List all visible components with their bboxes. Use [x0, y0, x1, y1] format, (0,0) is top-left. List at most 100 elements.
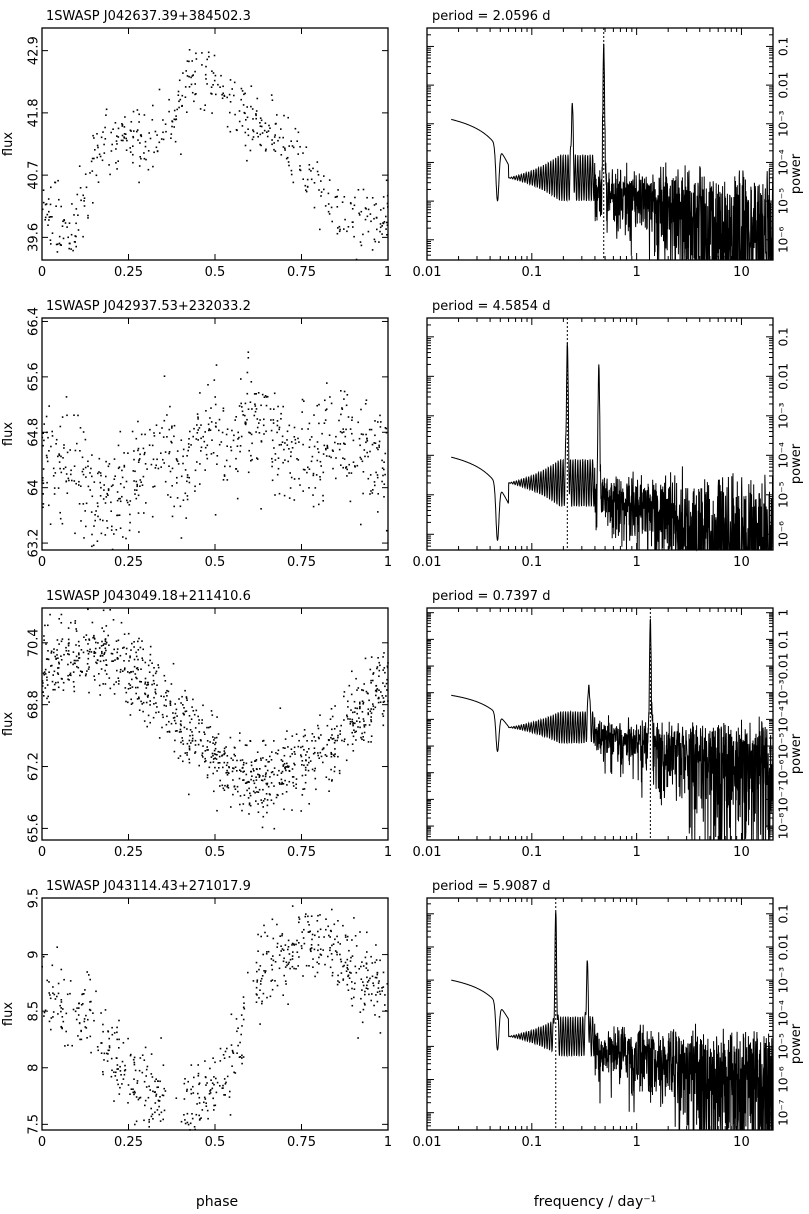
- flux-point: [235, 416, 237, 418]
- x-tick-label: 0.75: [287, 845, 316, 860]
- flux-point: [173, 118, 176, 121]
- flux-point: [104, 683, 107, 685]
- flux-point: [196, 461, 198, 463]
- flux-point: [291, 955, 294, 957]
- flux-point: [243, 779, 245, 781]
- flux-point: [128, 660, 130, 662]
- flux-point: [158, 1105, 160, 1108]
- flux-point: [278, 967, 281, 970]
- flux-point: [264, 150, 267, 152]
- flux-point: [186, 455, 188, 457]
- flux-point: [277, 405, 279, 408]
- flux-point: [297, 459, 300, 461]
- flux-point: [74, 622, 76, 624]
- flux-point: [241, 406, 243, 408]
- flux-point: [127, 671, 129, 673]
- flux-point: [41, 479, 44, 482]
- flux-point: [271, 968, 274, 971]
- flux-point: [212, 754, 214, 757]
- flux-point: [203, 1101, 205, 1104]
- flux-point: [273, 767, 276, 769]
- flux-point: [101, 655, 104, 657]
- flux-point: [261, 975, 264, 977]
- x-tick-label: 1: [632, 1135, 640, 1150]
- flux-point: [324, 205, 327, 207]
- flux-point: [198, 731, 201, 733]
- flux-point: [348, 977, 351, 979]
- flux-point: [350, 202, 352, 205]
- flux-point: [102, 1030, 104, 1033]
- flux-point: [83, 993, 85, 995]
- flux-point: [93, 655, 95, 658]
- flux-point: [318, 963, 320, 965]
- flux-point: [178, 731, 181, 733]
- flux-point: [366, 976, 368, 979]
- flux-point: [351, 981, 353, 983]
- flux-point: [203, 109, 206, 111]
- flux-point: [105, 460, 107, 463]
- flux-point: [234, 755, 236, 757]
- flux-point: [66, 993, 69, 996]
- flux-point: [371, 443, 374, 446]
- flux-point: [109, 173, 111, 176]
- flux-point: [65, 1012, 68, 1015]
- y-tick-label: 10⁻⁶: [777, 759, 791, 786]
- flux-point: [204, 73, 207, 76]
- flux-point: [264, 744, 267, 746]
- flux-point: [80, 1004, 83, 1006]
- flux-point: [288, 765, 290, 768]
- flux-point: [232, 1051, 234, 1053]
- flux-point: [195, 58, 198, 60]
- flux-point: [113, 1100, 115, 1102]
- flux-point: [62, 457, 64, 459]
- flux-point: [237, 790, 239, 793]
- flux-point: [294, 127, 297, 130]
- flux-point: [236, 1052, 238, 1054]
- flux-point: [344, 443, 346, 445]
- flux-point: [90, 160, 93, 163]
- flux-point: [69, 672, 72, 675]
- flux-point: [48, 450, 50, 452]
- flux-point: [144, 463, 147, 465]
- flux-point: [221, 97, 224, 100]
- flux-point: [283, 494, 286, 497]
- flux-point: [206, 726, 208, 729]
- flux-point: [260, 508, 262, 510]
- flux-point: [210, 710, 213, 712]
- flux-point: [122, 139, 124, 142]
- flux-point: [322, 500, 324, 502]
- flux-point: [79, 187, 82, 189]
- flux-point: [119, 1086, 121, 1089]
- flux-point: [239, 445, 242, 447]
- flux-point: [293, 751, 296, 753]
- flux-point: [51, 664, 53, 667]
- flux-point: [371, 993, 373, 995]
- flux-point: [121, 123, 123, 125]
- flux-point: [46, 676, 48, 679]
- flux-point: [79, 674, 81, 677]
- flux-point: [163, 419, 166, 422]
- flux-point: [75, 655, 78, 658]
- flux-point: [362, 736, 364, 738]
- flux-point: [227, 771, 229, 774]
- flux-point: [118, 514, 121, 516]
- flux-point: [216, 770, 218, 772]
- flux-point: [134, 1123, 136, 1126]
- flux-point: [334, 748, 336, 750]
- flux-point: [321, 748, 324, 751]
- flux-point: [312, 472, 315, 475]
- x-tick-label: 10: [733, 555, 750, 570]
- flux-point: [240, 87, 243, 90]
- flux-point: [192, 710, 195, 712]
- flux-point: [164, 480, 167, 483]
- flux-point: [330, 953, 333, 955]
- power-ylabel: power: [789, 733, 804, 774]
- flux-point: [352, 461, 355, 463]
- flux-point: [60, 622, 63, 624]
- flux-point: [339, 943, 341, 945]
- flux-point: [149, 659, 151, 662]
- flux-point: [58, 662, 60, 665]
- flux-point: [312, 474, 315, 477]
- flux-point: [365, 690, 368, 693]
- flux-point: [113, 693, 116, 695]
